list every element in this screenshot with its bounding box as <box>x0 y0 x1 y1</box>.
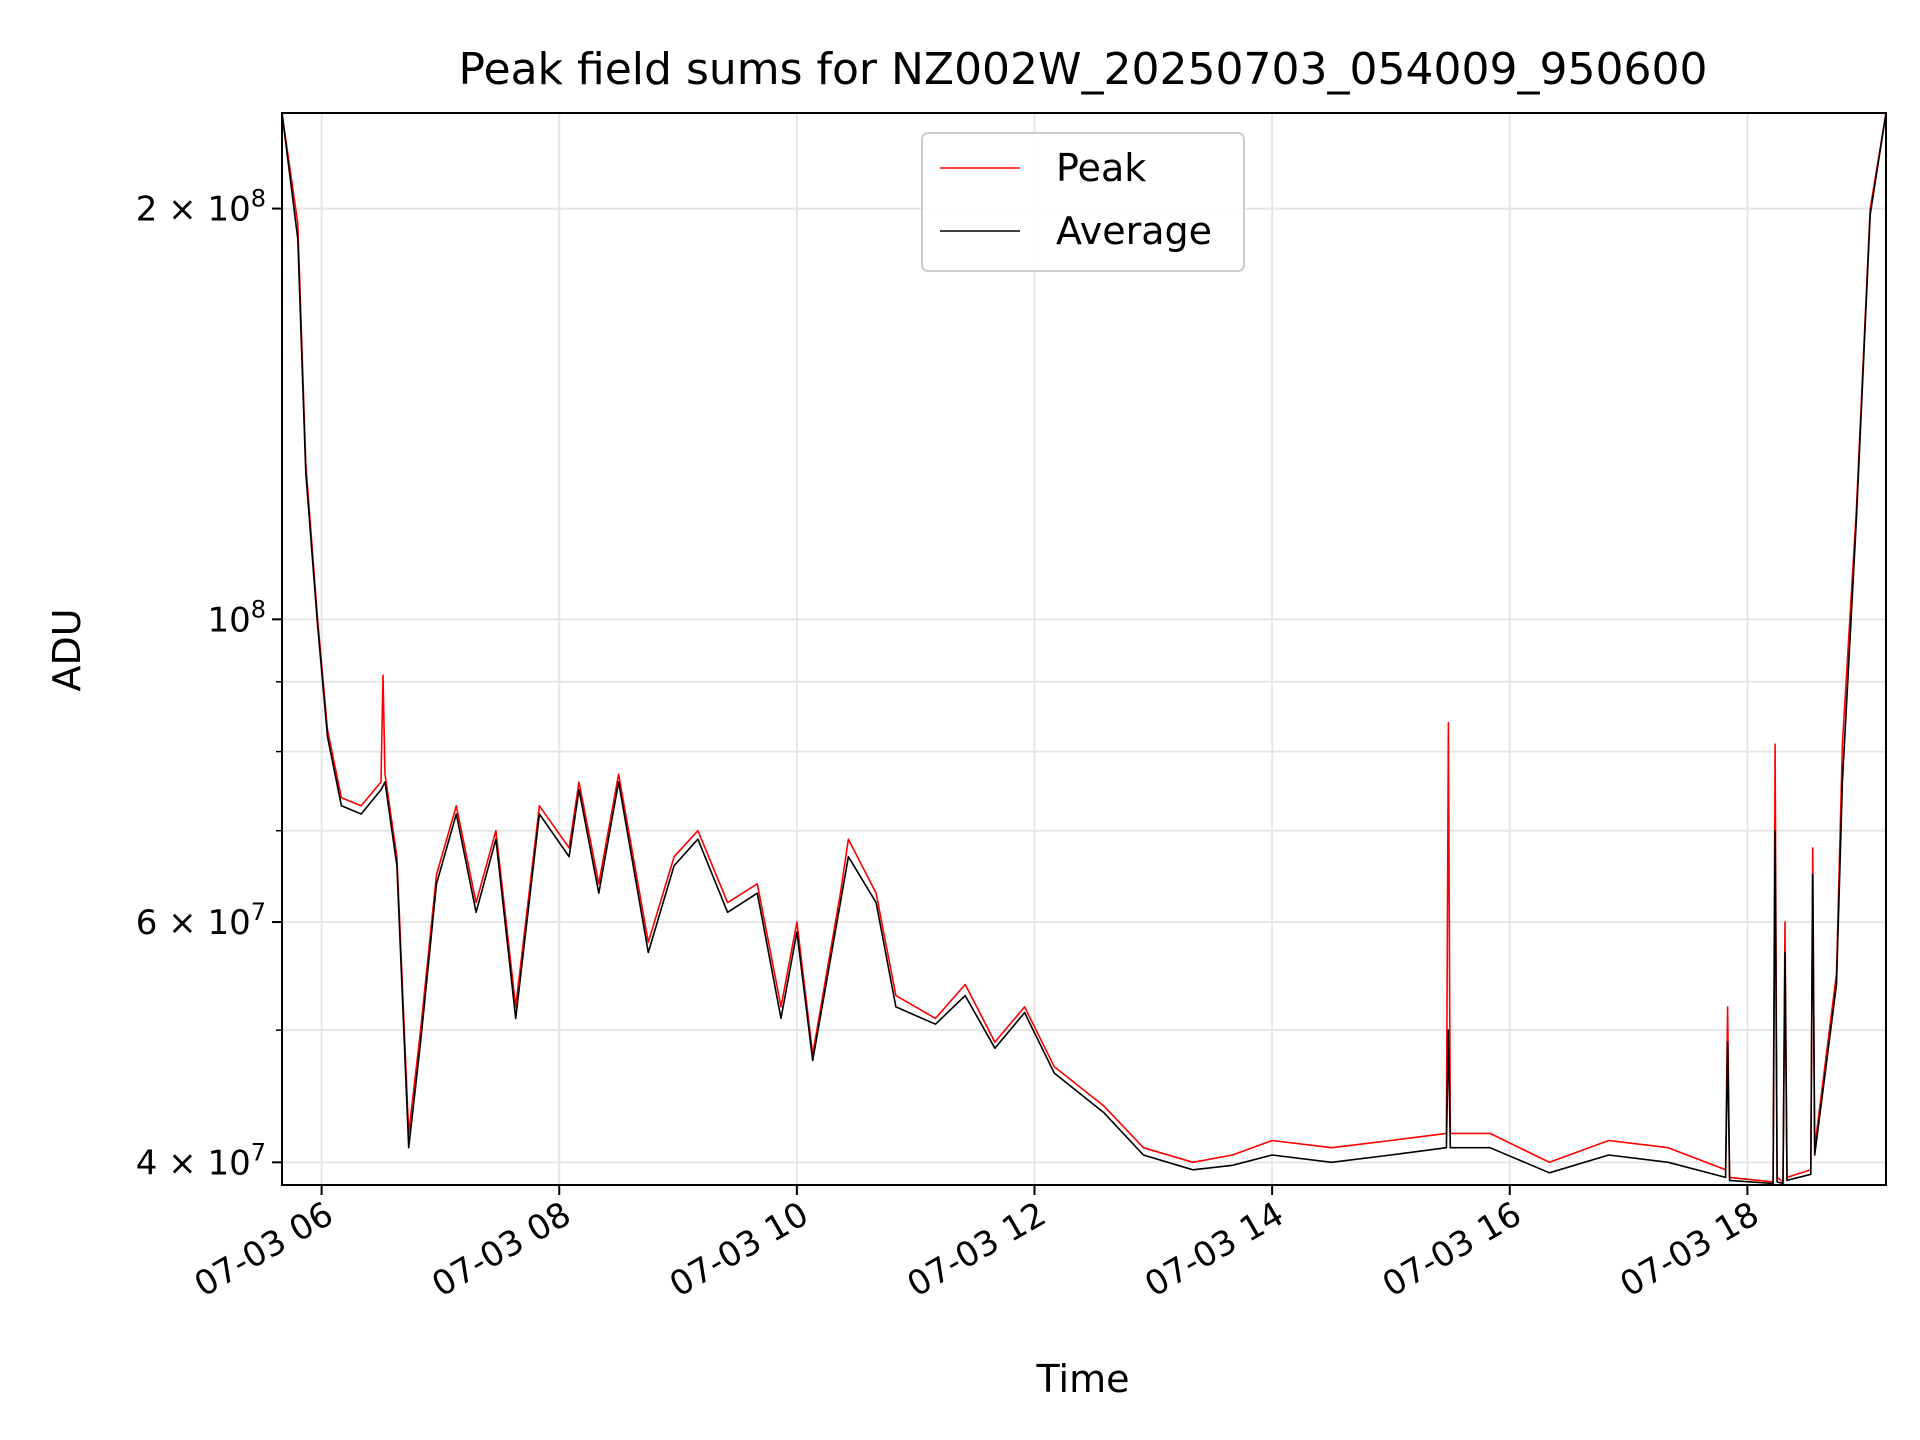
y-axis: 4 × 107 6 × 107 108 2 × 108 <box>136 185 282 1183</box>
legend-peak-label: Peak <box>1056 146 1146 190</box>
chart-title: Peak field sums for NZ002W_20250703_0540… <box>459 44 1708 95</box>
series-layer <box>282 113 1886 1185</box>
legend: Peak Average <box>921 132 1245 272</box>
y-tick-label: 2 × 108 <box>136 185 266 230</box>
legend-average-label: Average <box>1056 209 1212 253</box>
y-tick-label: 108 <box>207 595 266 640</box>
y-axis-label: ADU <box>45 608 89 691</box>
plot-frame <box>281 112 1887 1186</box>
y-tick-label: 4 × 107 <box>136 1138 266 1183</box>
y-tick-label: 6 × 107 <box>136 898 266 943</box>
series-line-average <box>282 113 1886 1185</box>
x-axis-label: Time <box>1036 1357 1130 1401</box>
